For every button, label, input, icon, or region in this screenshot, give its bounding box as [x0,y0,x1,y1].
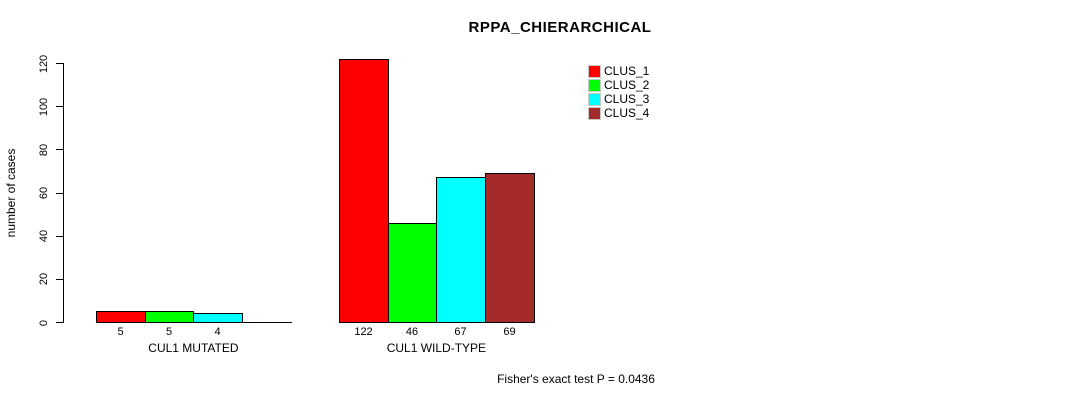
legend-swatch-clus_4 [588,107,601,120]
y-axis-label: number of cases [4,148,18,238]
y-tick-label: 60 [38,186,50,200]
y-tick [56,63,63,65]
bar-clus_2 [145,311,194,323]
bar-value-label: 5 [165,326,173,338]
legend-swatch-clus_2 [588,79,601,92]
legend-label: CLUS_1 [604,64,650,78]
y-tick [56,149,63,151]
zero-bar-baseline [242,322,292,323]
group-label: CUL1 MUTATED [148,341,239,355]
y-tick [56,192,63,194]
bar-clus_1 [339,59,389,323]
bar-value-label: 67 [454,326,467,338]
legend-swatch-clus_1 [588,65,601,78]
y-axis-line [63,63,64,323]
bar-value-label: 46 [405,326,419,338]
bar-value-label: 4 [214,326,221,338]
y-tick-label: 80 [38,143,50,157]
y-tick [56,106,63,108]
y-tick [56,278,63,280]
legend-label: CLUS_3 [604,92,650,106]
bar-value-label: 5 [117,326,124,338]
y-tick-label: 20 [38,273,50,286]
legend-swatch-clus_3 [588,93,601,106]
legend-label: CLUS_2 [604,78,650,92]
y-tick [56,235,63,237]
bar-value-label: 69 [503,326,516,338]
bar-clus_1 [96,311,146,323]
chart-title: RPPA_CHIERARCHICAL [468,19,652,36]
group-label: CUL1 WILD-TYPE [386,341,487,355]
y-tick-label: 120 [38,54,50,73]
y-tick-label: 0 [38,319,50,326]
legend-label: CLUS_4 [604,106,650,120]
fishers-test-annotation: Fisher's exact test P = 0.0436 [497,372,655,386]
bar-value-label: 122 [354,326,373,338]
bar-clus_4 [485,173,535,323]
y-tick-label: 100 [38,97,50,116]
y-tick [56,322,63,323]
bar-clus_3 [193,313,243,323]
bar-clus_3 [436,177,486,323]
bar-clus_2 [388,223,437,323]
y-tick-label: 40 [38,230,50,243]
